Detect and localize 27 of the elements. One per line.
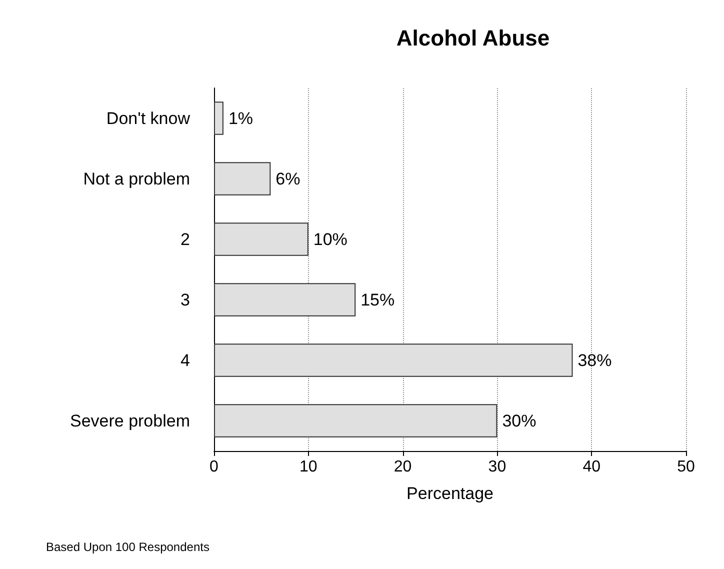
x-tick-label: 50 bbox=[677, 458, 695, 476]
y-tick-label: Severe problem bbox=[70, 411, 190, 430]
bar bbox=[214, 283, 356, 316]
data-label: 30% bbox=[502, 411, 536, 430]
x-tick-label: 20 bbox=[394, 458, 412, 476]
y-tick-label: Not a problem bbox=[83, 169, 190, 188]
bar bbox=[214, 222, 308, 256]
data-label: 10% bbox=[313, 230, 348, 249]
data-label: 15% bbox=[360, 290, 395, 310]
data-label: 38% bbox=[578, 350, 612, 370]
x-tick-label: 40 bbox=[582, 458, 601, 476]
x-tick-label: 30 bbox=[488, 458, 506, 476]
bar bbox=[214, 344, 573, 377]
bar bbox=[214, 102, 224, 135]
x-tick-label: 0 bbox=[210, 458, 219, 476]
data-label: 6% bbox=[276, 169, 300, 188]
x-axis-title: Percentage bbox=[406, 484, 494, 503]
x-tick-label: 10 bbox=[300, 458, 318, 476]
bar bbox=[214, 162, 271, 196]
text: Based Upon 100 Respondents bbox=[46, 540, 210, 554]
y-tick-label: 3 bbox=[180, 290, 190, 310]
bar bbox=[214, 404, 498, 438]
chart-title: Alcohol Abuse bbox=[396, 26, 550, 50]
y-tick-label: 2 bbox=[180, 230, 190, 249]
data-label: 1% bbox=[228, 108, 254, 128]
y-tick-label: 4 bbox=[180, 350, 190, 370]
y-tick-label: Don't know bbox=[106, 108, 191, 128]
